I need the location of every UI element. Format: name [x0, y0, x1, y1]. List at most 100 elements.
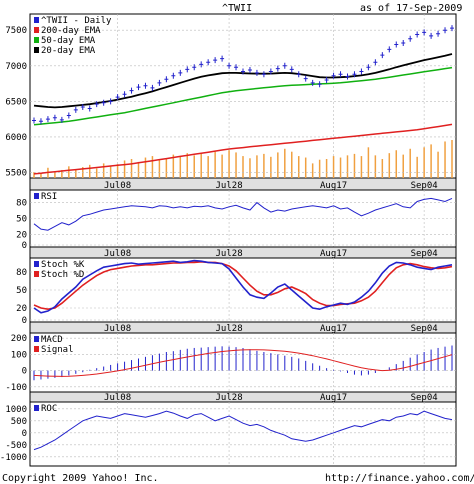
price-point-19: [164, 76, 169, 83]
price-date-strip: [29, 177, 457, 191]
price-point-2: [45, 116, 50, 123]
price-y-tick-3: 7000: [5, 62, 27, 72]
price-point-46: [352, 71, 357, 78]
rsi-date-tick-0: Jul08: [104, 249, 131, 259]
price-point-3: [52, 114, 57, 121]
price-legend-swatch-3: [34, 47, 39, 53]
stoch-date-strip: [29, 321, 457, 334]
price-frame: [29, 13, 457, 179]
price-point-8: [87, 105, 92, 112]
stoch-y-tick-1: 20: [16, 304, 27, 314]
chart-symbol: ^TWII: [222, 3, 252, 14]
price-point-12: [115, 94, 120, 101]
price-point-21: [178, 69, 183, 76]
roc-y-tick-1: -500: [5, 441, 27, 451]
signal-line: [33, 349, 453, 377]
price-point-23: [192, 64, 197, 71]
price-date-tick-0: Jul08: [104, 181, 131, 191]
price-legend-label-2: 50-day EMA: [41, 36, 96, 46]
price-y-tick-4: 7500: [5, 26, 27, 36]
macd-date-axis: Jul08 Jul28 Aug17 Sep04: [29, 391, 457, 403]
price-point-43: [331, 72, 336, 79]
rsi-legend-swatch-0: [34, 193, 39, 199]
price-point-15: [136, 84, 141, 91]
price-point-47: [359, 68, 364, 75]
stoch-y-tick-0: 0: [22, 316, 27, 326]
price-legend-swatch-1: [34, 27, 39, 33]
rsi-line: [33, 197, 453, 231]
price-point-16: [143, 82, 148, 89]
price-point-7: [80, 104, 85, 111]
macd-legend-swatch-1: [34, 346, 39, 352]
ema200-line: [33, 123, 453, 175]
price-point-26: [213, 57, 218, 64]
rsi-date-tick-3: Sep04: [411, 249, 438, 259]
macd-date-tick-3: Sep04: [411, 393, 438, 403]
rsi-date-tick-1: Jul28: [216, 249, 243, 259]
ema50-line: [33, 66, 453, 126]
price-point-18: [157, 79, 162, 86]
price-y-tick-1: 6000: [5, 133, 27, 143]
price-point-49: [373, 59, 378, 66]
rsi-date-axis: Jul08 Jul28 Aug17 Sep04: [29, 246, 457, 259]
price-point-57: [429, 32, 434, 39]
rsi-y-tick-3: 80: [16, 199, 27, 209]
roc-line: [33, 410, 453, 451]
rsi-y-tick-0: 0: [22, 241, 27, 251]
price-point-31: [247, 67, 252, 74]
price-point-14: [129, 87, 134, 94]
price-point-25: [206, 59, 211, 66]
price-point-22: [185, 66, 190, 73]
price-point-32: [254, 69, 259, 76]
macd-bars: [33, 345, 453, 381]
price-date-axis: Jul08 Jul28 Aug17 Sep04: [29, 177, 457, 191]
roc-y-tick-3: 500: [11, 417, 27, 427]
price-date-tick-1: Jul28: [216, 181, 243, 191]
price-date-tick-3: Sep04: [411, 181, 438, 191]
stoch-date-axis: Jul08 Jul28 Aug17 Sep04: [29, 321, 457, 334]
stoch-legend-label-0: Stoch %K: [41, 260, 85, 270]
stoch-d-line: [33, 260, 453, 311]
roc-y-tick-4: 1000: [5, 405, 27, 415]
price-point-13: [122, 91, 127, 98]
price-y-tick-2: 6500: [5, 97, 27, 107]
price-point-52: [394, 41, 399, 48]
rsi-y-tick-2: 50: [16, 215, 27, 225]
copyright-text: Copyright 2009 Yahoo! Inc.: [2, 473, 159, 484]
price-point-50: [380, 52, 385, 59]
roc-y-tick-2: 0: [22, 429, 27, 439]
price-point-17: [150, 84, 155, 91]
macd-y-tick-0: -100: [5, 383, 27, 393]
price-point-33: [261, 71, 266, 78]
price-point-56: [422, 29, 427, 36]
price-point-35: [275, 65, 280, 72]
rsi-y-tick-1: 20: [16, 230, 27, 240]
macd-y-tick-3: 200: [11, 334, 27, 344]
price-point-45: [345, 73, 350, 80]
price-legend-swatch-0: [34, 17, 39, 23]
price-point-37: [289, 66, 294, 73]
macd-legend-label-1: Signal: [41, 345, 74, 355]
volume-bars: [33, 140, 453, 178]
price-point-48: [366, 64, 371, 71]
source-url[interactable]: http://finance.yahoo.com/: [325, 473, 474, 484]
macd-date-tick-2: Aug17: [320, 393, 347, 403]
price-point-41: [317, 81, 322, 88]
stoch-date-tick-2: Aug17: [320, 324, 347, 334]
price-y-tick-0: 5500: [5, 168, 27, 178]
price-point-40: [310, 79, 315, 86]
price-legend-label-3: 20-day EMA: [41, 46, 96, 56]
stoch-date-tick-3: Sep04: [411, 324, 438, 334]
price-date-tick-2: Aug17: [320, 181, 347, 191]
price-point-29: [234, 64, 239, 71]
stoch-legend-swatch-1: [34, 271, 39, 277]
stoch-legend-swatch-0: [34, 261, 39, 267]
rsi-date-tick-2: Aug17: [320, 249, 347, 259]
macd-date-strip: [29, 391, 457, 403]
stoch-k-line: [33, 259, 453, 314]
macd-y-tick-2: 100: [11, 350, 27, 360]
rsi-date-strip: [29, 246, 457, 259]
macd-y-tick-1: 0: [22, 367, 27, 377]
macd-date-tick-0: Jul08: [104, 393, 131, 403]
